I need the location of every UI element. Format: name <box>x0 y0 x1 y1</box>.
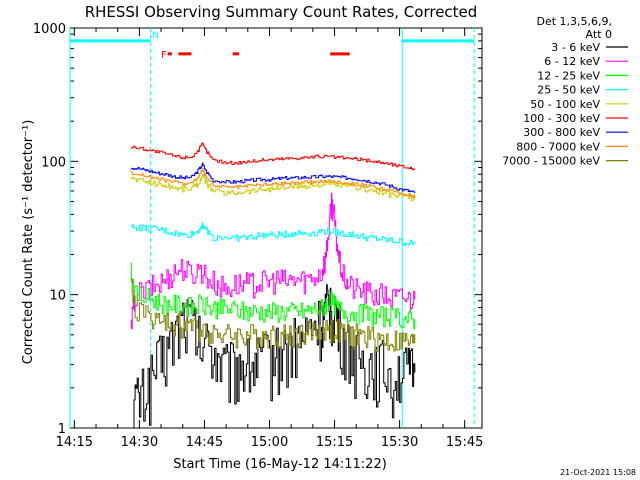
legend-label: 7000 - 15000 keV <box>502 155 600 168</box>
legend-header: Att 0 <box>586 28 612 41</box>
y-tick-label: 10 <box>49 289 66 304</box>
x-tick-label: 14:30 <box>121 435 158 450</box>
legend-label: 12 - 25 keV <box>537 69 600 82</box>
legend-label: 25 - 50 keV <box>537 84 600 97</box>
x-tick-label: 15:30 <box>381 435 418 450</box>
series-line-5 <box>130 174 416 202</box>
legend-label: 3 - 6 keV <box>551 41 600 54</box>
plot-area: 1 10 100 1000 14:15 14:30 14:45 15:00 15:15 15:30… <box>33 22 483 450</box>
chart-title: RHESSI Observing Summary Count Rates, Co… <box>85 3 478 21</box>
x-tick-label: 15:45 <box>446 435 483 450</box>
series-line-9 <box>130 277 416 353</box>
series-line-2 <box>130 192 416 330</box>
x-axis-label: Start Time (16-May-12 14:11:22) <box>173 457 387 472</box>
y-tick-label: 1000 <box>33 22 66 37</box>
x-tick-label: 14:45 <box>186 435 223 450</box>
x-tick-label: 15:00 <box>251 435 288 450</box>
y-tick-label: 100 <box>41 155 66 170</box>
legend-label: 100 - 300 keV <box>523 112 600 125</box>
y-axis-label: Corrected Count Rate (s⁻¹ detector⁻¹) <box>21 120 36 365</box>
series-line-1 <box>132 284 416 429</box>
legend-header: Det 1,3,5,6,9, <box>536 15 612 28</box>
series-line-6 <box>130 142 416 171</box>
series-line-3 <box>130 262 416 330</box>
series-line-4 <box>130 222 416 246</box>
legend-label: 300 - 800 keV <box>523 126 600 139</box>
plot-frame <box>69 27 483 429</box>
night-marker-label: N <box>152 31 159 41</box>
x-tick-label: 15:15 <box>316 435 353 450</box>
series-line-7 <box>130 162 416 193</box>
x-tick-label: 14:15 <box>56 435 93 450</box>
legend-label: 6 - 12 keV <box>544 55 600 68</box>
series-line-8 <box>130 168 416 198</box>
flare-marker-label: F <box>161 50 167 61</box>
timestamp-label: 21-Oct-2021 15:08 <box>560 468 636 477</box>
legend-label: 800 - 7000 keV <box>516 140 600 153</box>
y-tick-label: 1 <box>58 422 66 437</box>
legend-label: 50 - 100 keV <box>530 98 600 111</box>
